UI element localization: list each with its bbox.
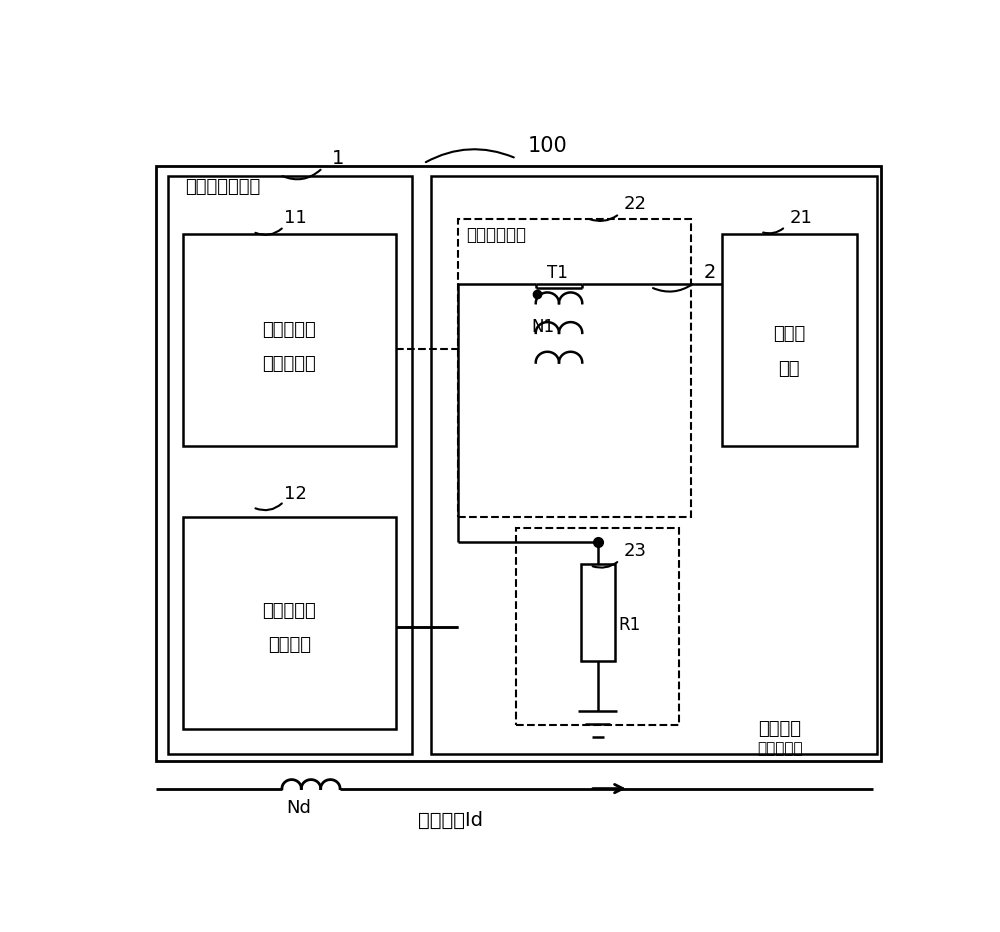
Text: 22: 22 xyxy=(623,195,646,212)
Bar xyxy=(581,564,615,661)
Text: Nd: Nd xyxy=(286,799,311,817)
Bar xyxy=(431,176,877,754)
Text: 控制模块: 控制模块 xyxy=(268,636,311,654)
Bar xyxy=(183,517,396,729)
Text: T1: T1 xyxy=(547,265,568,282)
Text: 12: 12 xyxy=(284,485,307,502)
Text: 环控制模块: 环控制模块 xyxy=(262,355,316,374)
Bar xyxy=(168,176,412,754)
Text: 2: 2 xyxy=(704,263,716,282)
Text: 21: 21 xyxy=(789,209,812,227)
Text: 待测电流Id: 待测电流Id xyxy=(418,811,483,829)
Bar xyxy=(516,528,679,725)
Text: 电流传感器: 电流传感器 xyxy=(757,741,803,756)
Text: 激磁模块: 激磁模块 xyxy=(758,720,801,738)
Text: N1: N1 xyxy=(531,318,554,336)
Text: 多磁通闭环: 多磁通闭环 xyxy=(262,601,316,620)
Text: 目标激磁单元: 目标激磁单元 xyxy=(466,226,526,244)
Text: 11: 11 xyxy=(284,209,307,227)
Bar xyxy=(722,234,857,445)
Text: 100: 100 xyxy=(528,136,567,157)
Text: 激磁振: 激磁振 xyxy=(773,325,805,343)
Text: 1: 1 xyxy=(332,149,344,168)
Bar xyxy=(458,220,691,517)
Text: 激励磁通闭: 激励磁通闭 xyxy=(262,321,316,339)
Text: 23: 23 xyxy=(623,542,646,560)
Bar xyxy=(156,166,881,761)
Text: 多闭环控制系统: 多闭环控制系统 xyxy=(185,178,261,197)
Text: R1: R1 xyxy=(619,616,641,634)
Bar xyxy=(183,234,396,445)
Text: 荡器: 荡器 xyxy=(778,360,800,377)
